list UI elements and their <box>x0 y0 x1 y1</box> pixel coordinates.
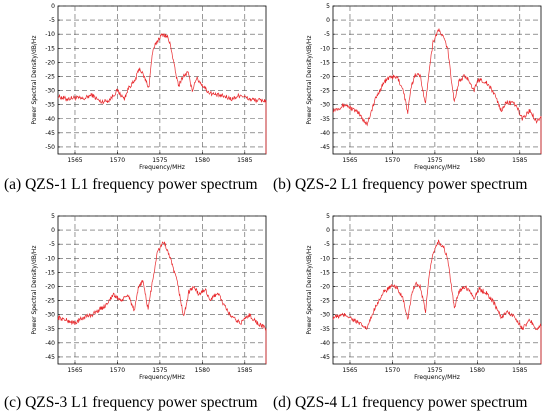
y-tick-label: -10 <box>45 31 55 38</box>
panel-b: 1565 1570 1575 1580 1585 5 0 -5 -10 -15 -20 -25 -30 -… <box>275 0 550 205</box>
plot-frame <box>57 5 267 155</box>
y-tick-label: -10 <box>320 255 330 262</box>
y-tick-label: -10 <box>320 45 330 52</box>
y-tick-label: -45 <box>45 354 55 361</box>
y-tick-label: -30 <box>45 312 55 319</box>
x-tick-label: 1570 <box>110 367 125 374</box>
y-tick-label: 0 <box>51 3 55 10</box>
y-tick-label: 5 <box>51 213 55 220</box>
panel-c: 1565 1570 1575 1580 1585 5 0 -5 -10 -15 -20 -25 -30 -… <box>0 210 275 415</box>
y-tick-label: -5 <box>324 31 330 38</box>
y-tick-label: -5 <box>49 241 55 248</box>
y-tick-label: 5 <box>326 213 330 220</box>
x-tick-label: 1585 <box>237 157 252 164</box>
y-tick-label: 0 <box>326 227 330 234</box>
x-axis-label: Frequency/MHz <box>414 164 460 171</box>
caption-c: (c) QZS-3 L1 frequency power spectrum <box>4 394 258 411</box>
y-tick-label: -20 <box>45 283 55 290</box>
y-tick-label: -10 <box>45 255 55 262</box>
y-tick-label: -25 <box>320 298 330 305</box>
y-tick-label: -35 <box>45 326 55 333</box>
x-tick-label: 1570 <box>385 367 400 374</box>
x-tick-label: 1575 <box>152 367 167 374</box>
spectrum-chart: 1565 1570 1575 1580 1585 5 0 -5 -10 -15 -20 -25 -30 -… <box>306 213 542 381</box>
y-tick-label: 0 <box>326 17 330 24</box>
y-tick-label: -25 <box>320 88 330 95</box>
x-axis-label: Frequency/MHz <box>139 374 185 381</box>
caption-b: (b) QZS-2 L1 frequency power spectrum <box>273 176 528 193</box>
y-tick-label: -5 <box>324 241 330 248</box>
y-tick-label: -15 <box>320 59 330 66</box>
y-tick-label: -15 <box>45 45 55 52</box>
y-tick-label: -40 <box>320 130 330 137</box>
y-tick-label: 5 <box>326 3 330 10</box>
x-tick-label: 1575 <box>152 157 167 164</box>
x-tick-label: 1565 <box>342 157 357 164</box>
y-tick-label: -45 <box>320 354 330 361</box>
y-tick-label: -35 <box>45 102 55 109</box>
spectrum-chart: 1565 1570 1575 1580 1585 5 0 -5 -10 -15 -20 -25 -30 -… <box>306 3 542 171</box>
y-tick-label: -40 <box>320 340 330 347</box>
panel-a: 1565 1570 1575 1580 1585 0 -5 -10 -15 -20 -25 -30 -3… <box>0 0 275 205</box>
x-tick-label: 1565 <box>67 157 82 164</box>
x-tick-label: 1580 <box>470 157 485 164</box>
x-tick-label: 1585 <box>512 157 527 164</box>
caption-d: (d) QZS-4 L1 frequency power spectrum <box>273 394 528 411</box>
x-tick-label: 1570 <box>110 157 125 164</box>
y-tick-label: -20 <box>320 73 330 80</box>
x-tick-label: 1585 <box>512 367 527 374</box>
y-tick-label: -30 <box>320 312 330 319</box>
spectrum-trace <box>57 241 267 331</box>
x-tick-label: 1575 <box>427 157 442 164</box>
x-tick-label: 1575 <box>427 367 442 374</box>
x-tick-label: 1585 <box>237 367 252 374</box>
y-tick-label: -50 <box>45 144 55 151</box>
x-axis-label: Frequency/MHz <box>139 164 185 171</box>
y-tick-label: -15 <box>320 269 330 276</box>
x-tick-label: 1580 <box>195 367 210 374</box>
y-tick-label: -25 <box>45 298 55 305</box>
spectrum-trace <box>332 239 542 331</box>
x-tick-label: 1580 <box>195 157 210 164</box>
spectrum-chart: 1565 1570 1575 1580 1585 5 0 -5 -10 -15 -20 -25 -30 -… <box>31 213 267 381</box>
y-axis-label: Power Spectral Density/dB/Hz <box>31 245 38 334</box>
y-tick-label: -45 <box>45 130 55 137</box>
y-tick-label: -25 <box>45 73 55 80</box>
y-axis-label: Power Spectral Density/dB/Hz <box>306 35 313 124</box>
x-tick-label: 1580 <box>470 367 485 374</box>
y-axis-label: Power Spectral Density/dB/Hz <box>306 245 313 334</box>
spectrum-chart: 1565 1570 1575 1580 1585 0 -5 -10 -15 -20 -25 -30 -3… <box>31 3 267 171</box>
y-tick-label: -35 <box>320 326 330 333</box>
y-tick-label: -30 <box>45 88 55 95</box>
x-tick-label: 1565 <box>67 367 82 374</box>
y-tick-label: -20 <box>45 59 55 66</box>
y-tick-label: -5 <box>49 17 55 24</box>
y-tick-label: -15 <box>45 269 55 276</box>
plot-frame <box>332 215 542 365</box>
plot-frame <box>57 215 267 365</box>
y-tick-label: -40 <box>45 116 55 123</box>
x-tick-label: 1565 <box>342 367 357 374</box>
y-tick-label: 0 <box>51 227 55 234</box>
panel-d: 1565 1570 1575 1580 1585 5 0 -5 -10 -15 -20 -25 -30 -… <box>275 210 550 415</box>
y-axis-label: Power Spectral Density/dB/Hz <box>31 35 38 124</box>
plot-frame <box>332 5 542 155</box>
x-tick-label: 1570 <box>385 157 400 164</box>
y-tick-label: -35 <box>320 116 330 123</box>
y-tick-label: -40 <box>45 340 55 347</box>
y-tick-label: -30 <box>320 102 330 109</box>
spectrum-trace <box>57 33 267 105</box>
x-axis-label: Frequency/MHz <box>414 374 460 381</box>
y-tick-label: -20 <box>320 283 330 290</box>
y-tick-label: -45 <box>320 144 330 151</box>
spectrum-trace <box>332 28 542 127</box>
caption-a: (a) QZS-1 L1 frequency power spectrum <box>4 176 258 193</box>
